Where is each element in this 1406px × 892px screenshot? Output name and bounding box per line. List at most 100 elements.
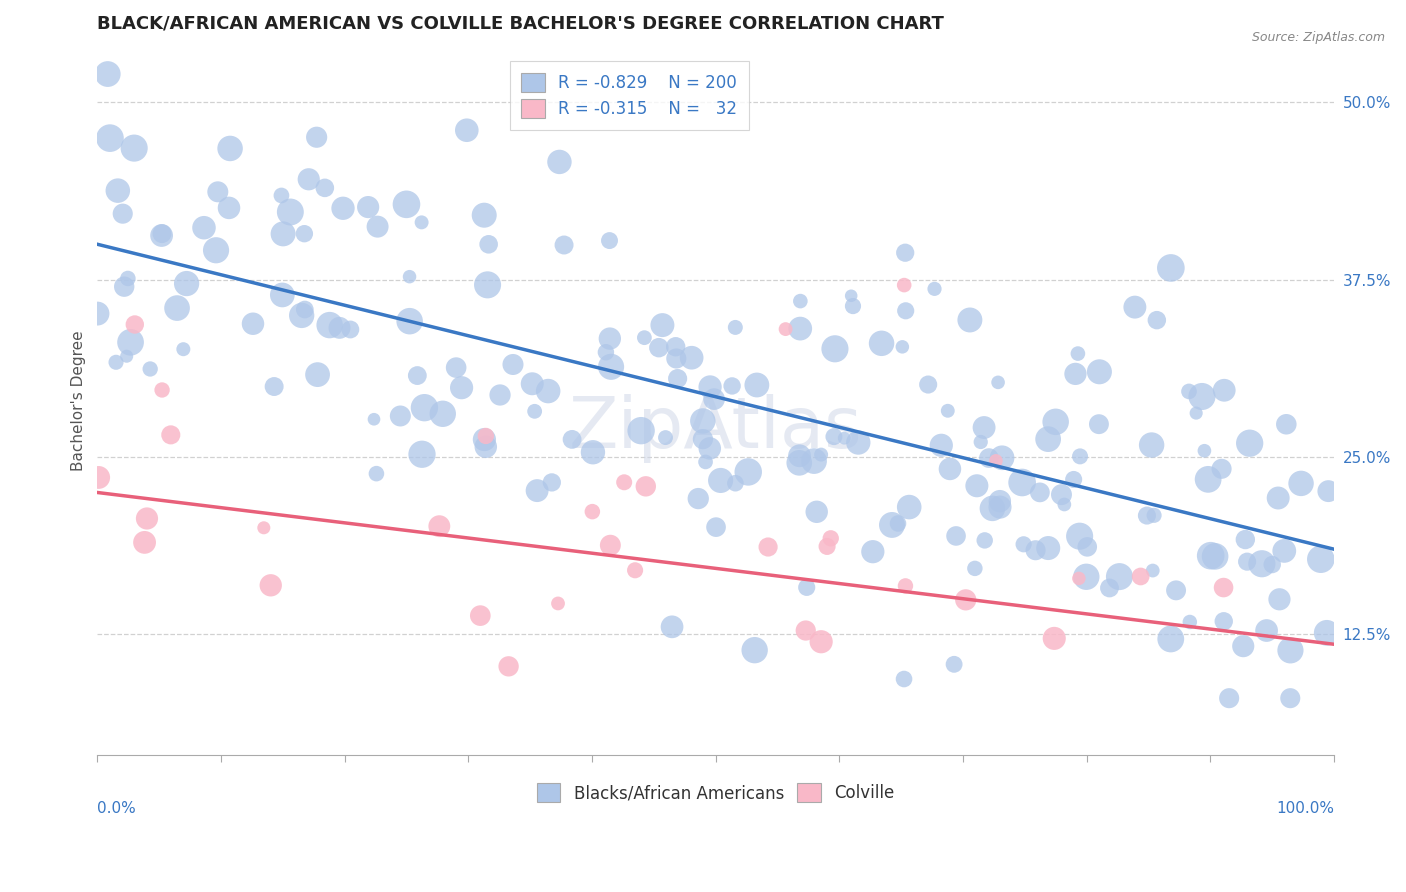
Point [721, 379, 744, 393]
Point [270, 188, 292, 202]
Point [692, 414, 714, 428]
Point [413, 401, 436, 415]
Point [432, 407, 454, 421]
Point [887, 516, 910, 531]
Point [880, 518, 903, 533]
Point [117, 271, 139, 285]
Point [522, 376, 544, 391]
Point [260, 578, 283, 592]
Point [981, 501, 1004, 516]
Point [624, 563, 647, 577]
Point [1069, 529, 1091, 543]
Point [806, 505, 828, 519]
Point [1123, 300, 1146, 314]
Point [150, 383, 173, 397]
Point [963, 561, 986, 575]
Point [253, 521, 276, 535]
Text: BLACK/AFRICAN AMERICAN VS COLVILLE BACHELOR'S DEGREE CORRELATION CHART: BLACK/AFRICAN AMERICAN VS COLVILLE BACHE… [97, 15, 945, 33]
Point [305, 130, 328, 145]
Point [973, 420, 995, 434]
Point [695, 455, 717, 469]
Point [665, 340, 688, 354]
Point [651, 318, 673, 332]
Point [893, 672, 915, 686]
Point [1076, 570, 1098, 584]
Point [561, 433, 583, 447]
Point [633, 331, 655, 345]
Point [924, 282, 946, 296]
Point [1261, 558, 1284, 572]
Point [1067, 346, 1090, 360]
Point [724, 320, 747, 334]
Point [292, 227, 315, 241]
Point [280, 205, 302, 219]
Point [1199, 549, 1222, 563]
Point [318, 318, 340, 332]
Point [630, 424, 652, 438]
Point [366, 467, 388, 481]
Point [661, 620, 683, 634]
Point [1067, 571, 1090, 585]
Point [704, 520, 727, 534]
Point [744, 643, 766, 657]
Point [395, 197, 418, 211]
Point [842, 299, 865, 313]
Point [796, 581, 818, 595]
Point [966, 479, 988, 493]
Point [1160, 632, 1182, 646]
Point [475, 429, 498, 443]
Point [599, 538, 621, 552]
Point [271, 227, 294, 241]
Point [945, 529, 967, 543]
Point [1064, 367, 1087, 381]
Point [1309, 552, 1331, 566]
Text: 100.0%: 100.0% [1277, 801, 1334, 816]
Point [271, 288, 294, 302]
Point [1160, 260, 1182, 275]
Point [291, 309, 314, 323]
Point [1232, 639, 1254, 653]
Point [470, 608, 492, 623]
Point [294, 302, 316, 317]
Point [1185, 406, 1208, 420]
Point [1279, 643, 1302, 657]
Point [710, 474, 733, 488]
Point [242, 317, 264, 331]
Point [105, 355, 128, 369]
Point [917, 377, 939, 392]
Point [803, 454, 825, 468]
Point [1142, 564, 1164, 578]
Point [411, 447, 433, 461]
Point [307, 368, 329, 382]
Point [86, 307, 108, 321]
Point [166, 301, 188, 315]
Point [444, 360, 467, 375]
Legend: Blacks/African Americans, Colville: Blacks/African Americans, Colville [526, 772, 905, 814]
Point [1063, 473, 1085, 487]
Point [1143, 508, 1166, 523]
Point [263, 379, 285, 393]
Point [139, 362, 162, 376]
Point [839, 289, 862, 303]
Point [159, 428, 181, 442]
Point [547, 597, 569, 611]
Point [891, 340, 914, 354]
Point [98, 131, 121, 145]
Text: 0.0%: 0.0% [97, 801, 136, 816]
Point [1289, 476, 1312, 491]
Point [699, 380, 721, 394]
Point [134, 535, 156, 549]
Point [988, 500, 1011, 515]
Point [526, 483, 548, 498]
Point [1140, 438, 1163, 452]
Point [824, 342, 846, 356]
Point [1043, 632, 1066, 646]
Point [332, 201, 354, 215]
Point [314, 181, 336, 195]
Point [745, 378, 768, 392]
Point [540, 475, 562, 490]
Point [1275, 417, 1298, 432]
Point [176, 277, 198, 291]
Point [1256, 624, 1278, 638]
Point [894, 579, 917, 593]
